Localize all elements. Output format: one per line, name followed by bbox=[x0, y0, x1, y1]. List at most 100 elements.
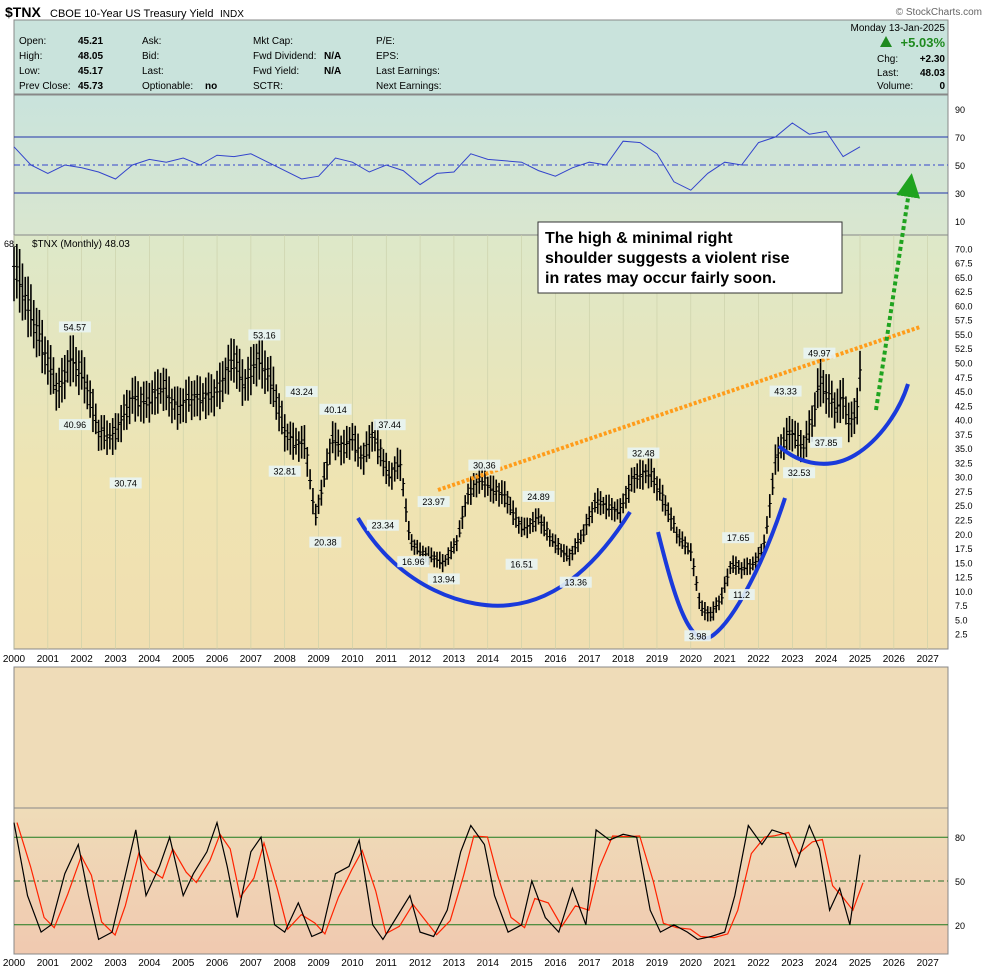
rsi-tick-label: 90 bbox=[955, 105, 965, 115]
rsi-tick-label: 10 bbox=[955, 217, 965, 227]
pivot-label: 32.48 bbox=[632, 449, 655, 459]
open-label: Open: bbox=[19, 36, 46, 47]
pivot-label: 53.16 bbox=[253, 330, 276, 340]
year-tick-label: 2017 bbox=[578, 654, 601, 665]
year-tick-label: 2004 bbox=[138, 958, 161, 969]
pivot-labels: 54.57 40.96 30.74 53.16 43.24 32.81 40.14 20.38… bbox=[58, 321, 843, 642]
rsi-tick-label: 30 bbox=[955, 189, 965, 199]
watermark: © StockCharts.com bbox=[896, 7, 982, 18]
pivot-label: 11.2 bbox=[733, 590, 750, 600]
annotation-line-3: in rates may occur fairly soon. bbox=[545, 270, 776, 287]
change-pct: +5.03% bbox=[901, 35, 946, 50]
price-tick-label: 37.5 bbox=[955, 430, 973, 440]
year-tick-label: 2020 bbox=[680, 654, 703, 665]
year-tick-label: 2025 bbox=[849, 958, 872, 969]
year-tick-label: 2009 bbox=[307, 654, 330, 665]
prev-close-label: Prev Close: bbox=[19, 81, 71, 92]
low-value: 45.17 bbox=[78, 66, 103, 77]
pivot-label: 13.94 bbox=[433, 574, 456, 584]
rsi-grid bbox=[14, 136, 948, 194]
last-value: 48.03 bbox=[920, 68, 945, 79]
fwd-div-value: N/A bbox=[324, 51, 341, 62]
pivot-label-bg bbox=[427, 573, 460, 585]
year-tick-label: 2012 bbox=[409, 958, 432, 969]
year-tick-label: 2004 bbox=[138, 654, 161, 665]
price-tick-label: 40.0 bbox=[955, 416, 973, 426]
year-tick-label: 2022 bbox=[747, 654, 770, 665]
cup-middle bbox=[656, 497, 787, 641]
pivot-label-bg bbox=[366, 519, 399, 531]
volume-label: Volume: bbox=[877, 81, 913, 92]
pivot-label: 43.24 bbox=[290, 387, 313, 397]
pivot-label-bg bbox=[803, 347, 836, 359]
title-row: $TNX CBOE 10-Year US Treasury Yield INDX… bbox=[5, 4, 982, 20]
price-tick-label: 35.0 bbox=[955, 444, 973, 454]
price-tick-label: 15.0 bbox=[955, 558, 973, 568]
pivot-label-bg bbox=[722, 532, 755, 544]
open-value: 45.21 bbox=[78, 36, 103, 47]
price-tick-label: 30.0 bbox=[955, 473, 973, 483]
pivot-label: 54.57 bbox=[64, 322, 87, 332]
year-tick-label: 2005 bbox=[172, 654, 195, 665]
year-tick-label: 2000 bbox=[3, 654, 26, 665]
pivot-label-bg bbox=[397, 556, 430, 568]
year-tick-label: 2026 bbox=[883, 654, 906, 665]
price-tick-label: 27.5 bbox=[955, 487, 973, 497]
year-tick-label: 2018 bbox=[612, 654, 635, 665]
last-earnings-label: Last Earnings: bbox=[376, 66, 440, 77]
rsi-tick-label: 50 bbox=[955, 161, 965, 171]
pivot-label: 16.96 bbox=[402, 557, 425, 567]
pivot-label-bg bbox=[783, 467, 816, 479]
cup-left bbox=[356, 510, 632, 608]
pivot-label: 37.44 bbox=[378, 420, 401, 430]
projection-arrow bbox=[874, 173, 921, 411]
rsi-line bbox=[13, 122, 861, 191]
year-tick-label: 2010 bbox=[341, 958, 364, 969]
year-tick-label: 2013 bbox=[443, 958, 466, 969]
rsi-panel: 90 70 50 30 10 bbox=[13, 94, 965, 236]
pivot-label-bg bbox=[769, 385, 802, 397]
chg-value: +2.30 bbox=[920, 54, 946, 65]
up-triangle-icon bbox=[880, 36, 892, 47]
stochastic-k-line bbox=[13, 820, 861, 941]
year-tick-label: 2003 bbox=[104, 654, 127, 665]
year-tick-label: 2009 bbox=[307, 958, 330, 969]
price-tick-label: 22.5 bbox=[955, 516, 973, 526]
year-tick-label: 2015 bbox=[510, 654, 533, 665]
year-tick-label: 2019 bbox=[646, 958, 669, 969]
pivot-label-bg bbox=[309, 536, 342, 548]
year-tick-label: 2011 bbox=[375, 958, 397, 969]
pivot-label: 24.89 bbox=[527, 492, 550, 502]
pivot-label-bg bbox=[559, 576, 592, 588]
pivot-label: 13.36 bbox=[564, 578, 587, 588]
price-tick-label: 5.0 bbox=[955, 615, 968, 625]
year-tick-label: 2015 bbox=[510, 958, 533, 969]
price-tick-label: 65.0 bbox=[955, 273, 973, 283]
pivot-label: 16.51 bbox=[510, 560, 533, 570]
year-tick-label: 2021 bbox=[714, 958, 737, 969]
volume-value: 0 bbox=[939, 81, 945, 92]
stochastic-tick-label: 50 bbox=[955, 877, 965, 887]
pivot-label: 43.33 bbox=[774, 387, 797, 397]
year-tick-label: 2026 bbox=[883, 958, 906, 969]
year-tick-label: 2016 bbox=[544, 654, 567, 665]
fwd-div-label: Fwd Dividend: bbox=[253, 51, 316, 62]
year-tick-label: 2006 bbox=[206, 958, 229, 969]
stochastic-panel: 80 50 20 bbox=[13, 807, 965, 955]
price-tick-label: 50.0 bbox=[955, 358, 973, 368]
stochastic-d-line bbox=[16, 822, 864, 939]
price-tick-label: 2.5 bbox=[955, 630, 968, 640]
year-tick-label: 2025 bbox=[849, 654, 872, 665]
year-tick-label: 2019 bbox=[646, 654, 669, 665]
eps-label: EPS: bbox=[376, 51, 399, 62]
price-first-value: 68. bbox=[4, 239, 17, 249]
rsi-tick-label: 70 bbox=[955, 133, 965, 143]
pivot-label-bg bbox=[285, 386, 318, 398]
pe-label: P/E: bbox=[376, 36, 395, 47]
pivot-label-bg bbox=[468, 459, 501, 471]
pivot-label: 40.14 bbox=[324, 405, 347, 415]
pivot-label: 40.96 bbox=[64, 420, 87, 430]
sctr-label: SCTR: bbox=[253, 81, 283, 92]
price-ticks: 2.5 5.0 7.5 10.0 12.5 15.0 17.5 20.0 22.5 25.0 27.… bbox=[955, 244, 973, 639]
